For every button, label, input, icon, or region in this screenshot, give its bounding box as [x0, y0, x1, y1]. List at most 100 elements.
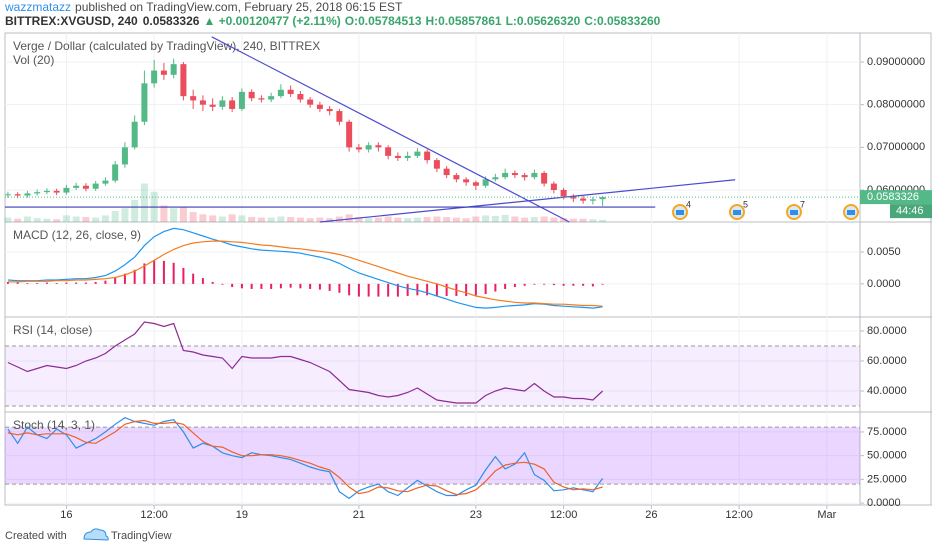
last-price-label: 0.0583326 [867, 191, 919, 203]
candle-body [219, 100, 226, 107]
event-count: 5 [743, 199, 748, 209]
macd-histogram-bar [172, 262, 175, 284]
candle-body [4, 194, 11, 196]
volume-bar [482, 215, 490, 222]
candle-body [589, 199, 596, 201]
high: H:0.05857861 [426, 14, 502, 28]
candle-body [355, 147, 362, 150]
event-icon-flag [676, 210, 684, 215]
candle-body [550, 183, 557, 191]
macd-histogram-bar [465, 283, 468, 296]
macd-histogram-bar [435, 283, 438, 296]
candle-body [24, 193, 31, 196]
footer-brand: TradingView [111, 530, 172, 542]
x-tick-label: 12:00 [550, 509, 578, 521]
volume-bar [413, 217, 421, 222]
candle-body [385, 147, 392, 156]
macd-histogram-bar [104, 280, 107, 284]
macd-histogram-bar [318, 283, 321, 290]
macd-histogram-bar [153, 260, 156, 284]
candle-body [170, 64, 177, 75]
macd-histogram-bar [123, 273, 126, 284]
macd-histogram-bar [6, 281, 9, 284]
volume-bar [560, 218, 568, 222]
candle-body [424, 151, 431, 161]
y-tick-label: 60.0000 [867, 355, 907, 367]
macd-histogram-bar [377, 283, 380, 297]
volume-bar [443, 217, 451, 222]
volume-bar [43, 218, 51, 222]
last-price-tag [860, 190, 932, 205]
volume-bar [316, 217, 324, 222]
y-tick-label: 0.08000000 [867, 99, 925, 111]
volume-bar [599, 219, 607, 222]
volume-bar [140, 183, 148, 222]
close: C:0.05833260 [584, 14, 660, 28]
candle-body [511, 172, 518, 176]
macd-histogram-bar [211, 281, 214, 284]
volume-bar [121, 208, 129, 222]
volume-bar [248, 217, 256, 222]
volume-bar [306, 218, 314, 222]
y-tick-label: 0.0000 [867, 497, 901, 509]
trend-line [319, 179, 736, 223]
candle-body [570, 196, 577, 199]
y-tick-label: 75.0000 [867, 426, 907, 438]
macd-histogram-bar [523, 283, 526, 286]
published: published on TradingView.com, February 2… [75, 0, 403, 14]
candle-body [229, 100, 236, 109]
macd-histogram-bar [182, 267, 185, 284]
x-tick-label: 12:00 [725, 509, 753, 521]
volume-bar [131, 200, 139, 222]
macd-histogram-bar [201, 278, 204, 284]
volume-bar [374, 217, 382, 222]
volume-bar [277, 216, 285, 222]
macd-histogram-bar [16, 282, 19, 284]
volume-bar [199, 214, 207, 222]
volume-bar [179, 206, 187, 222]
volume-bar [569, 218, 577, 222]
band-fill [5, 427, 860, 485]
candle-body [375, 145, 382, 148]
macd-histogram-bar [94, 281, 97, 284]
volume-bar [82, 217, 90, 222]
volume-bar [238, 215, 246, 222]
macd-histogram-bar [26, 283, 29, 285]
candle-body [277, 89, 284, 97]
candle-body [34, 192, 41, 194]
macd-histogram-bar [270, 283, 273, 289]
volume-bar [452, 217, 460, 222]
candle-body [580, 198, 587, 201]
x-tick-label: 12:00 [140, 509, 168, 521]
indicator-line [7, 240, 603, 307]
candle-body [346, 121, 353, 148]
macd-histogram-bar [114, 277, 117, 284]
candle-body [404, 155, 411, 159]
x-tick-label: 16 [60, 509, 72, 521]
volume-bar [14, 218, 22, 222]
pane-label: Verge / Dollar (calculated by TradingVie… [13, 39, 320, 53]
volume-label: Vol (20) [13, 53, 54, 67]
macd-histogram-bar [338, 283, 341, 293]
volume-bar [404, 218, 412, 222]
volume-bar [257, 217, 265, 222]
volume-bar [170, 208, 178, 222]
macd-histogram-bar [396, 283, 399, 297]
macd-histogram-bar [484, 283, 487, 295]
macd-histogram-bar [582, 283, 585, 286]
x-tick-label: 23 [470, 509, 482, 521]
y-tick-label: 0.07000000 [867, 141, 925, 153]
candle-body [190, 96, 197, 101]
candle-body [453, 175, 460, 180]
macd-histogram-bar [231, 283, 234, 288]
candle-body [248, 91, 255, 99]
macd-histogram-bar [75, 282, 78, 284]
symbol: BITTREX:XVGUSD, 240 [5, 14, 138, 28]
candle-body [180, 64, 187, 97]
volume-bar [92, 217, 100, 222]
candle-body [141, 83, 148, 122]
macd-histogram-bar [45, 282, 48, 284]
volume-bar [501, 214, 509, 222]
